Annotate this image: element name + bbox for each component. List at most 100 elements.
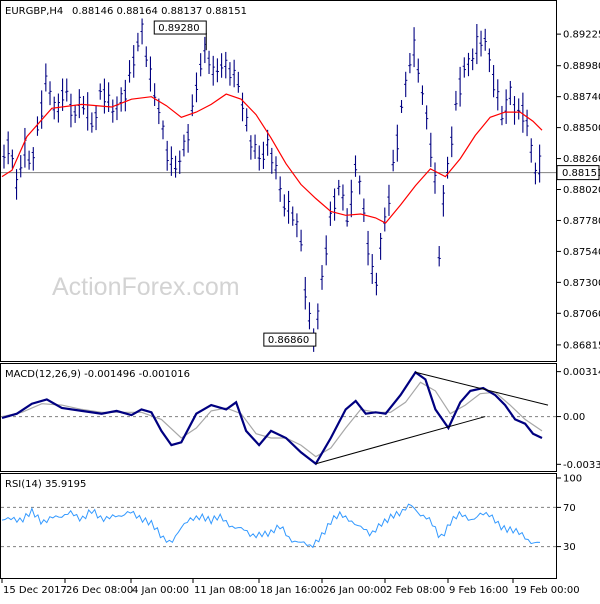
price-bar bbox=[190, 94, 194, 117]
price-bar bbox=[345, 208, 349, 227]
price-bar bbox=[517, 98, 521, 120]
price-bar bbox=[148, 56, 153, 92]
watermark: ActionForex.com bbox=[52, 273, 240, 301]
price-bar bbox=[479, 30, 483, 57]
rsi-line bbox=[1, 503, 541, 549]
price-bar bbox=[224, 51, 228, 79]
price-bar bbox=[349, 179, 353, 218]
price-bar bbox=[261, 141, 266, 169]
price-bar bbox=[266, 129, 270, 156]
price-bar bbox=[408, 52, 412, 74]
price-bar bbox=[215, 58, 220, 83]
price-bar bbox=[240, 92, 245, 122]
rsi-tick-label: 70 bbox=[563, 503, 576, 514]
macd-trendline bbox=[315, 416, 486, 465]
price-bar bbox=[529, 138, 533, 163]
price-bar bbox=[437, 246, 441, 267]
price-bar bbox=[165, 140, 169, 171]
price-bar bbox=[521, 92, 525, 133]
price-bar bbox=[500, 105, 504, 126]
price-ma bbox=[1, 93, 543, 224]
price-bar bbox=[228, 62, 232, 86]
price-bar bbox=[454, 90, 458, 111]
price-bar bbox=[81, 95, 86, 115]
price-annotations: 0.89280 0.86860 bbox=[153, 20, 317, 347]
price-bar bbox=[73, 105, 77, 123]
price-bar bbox=[379, 232, 383, 260]
price-bar bbox=[19, 155, 23, 178]
macd-trendline bbox=[415, 371, 549, 406]
price-bar bbox=[173, 155, 178, 178]
price-bar bbox=[115, 96, 119, 121]
rsi-axis: 100 70 30 bbox=[1, 474, 582, 553]
price-bar bbox=[462, 57, 466, 78]
price-bar bbox=[387, 184, 391, 216]
price-bar bbox=[31, 147, 35, 171]
price-bar bbox=[23, 127, 27, 168]
rsi-lines bbox=[1, 503, 541, 549]
price-bar bbox=[169, 146, 173, 176]
price-bar bbox=[496, 79, 500, 111]
price-bar bbox=[211, 55, 215, 86]
price-bar bbox=[94, 105, 98, 131]
price-bar bbox=[353, 155, 358, 177]
current-price-label: 0.88151 bbox=[562, 168, 600, 179]
price-bar bbox=[257, 145, 261, 171]
price-bar bbox=[2, 144, 6, 169]
price-bar bbox=[219, 53, 224, 78]
x-tick-label: 15 Dec 2017 bbox=[3, 585, 67, 596]
price-bar bbox=[504, 89, 508, 124]
x-tick-label: 2 Feb 08:00 bbox=[386, 585, 445, 596]
price-bar bbox=[132, 45, 136, 78]
price-bar bbox=[471, 48, 475, 71]
price-bar bbox=[399, 100, 404, 113]
x-tick-label: 4 Jan 00:00 bbox=[132, 585, 189, 596]
macd-signal-line bbox=[1, 381, 543, 458]
price-bar bbox=[107, 82, 111, 112]
low-annotation-box bbox=[263, 332, 317, 347]
price-bar bbox=[144, 46, 148, 68]
price-bar bbox=[412, 27, 416, 68]
price-header-ohlc: 0.88146 0.88164 0.88137 0.88151 bbox=[72, 6, 247, 17]
price-bar bbox=[69, 93, 73, 128]
price-bar bbox=[140, 18, 144, 45]
rsi-tick-label: 100 bbox=[563, 474, 582, 485]
price-header-symbol: EURGBP,H4 bbox=[5, 6, 63, 17]
price-bar bbox=[538, 144, 542, 183]
price-bar bbox=[429, 132, 433, 168]
macd-header: MACD(12,26,9) -0.001496 -0.001016 bbox=[5, 369, 190, 380]
price-bar bbox=[450, 126, 454, 158]
price-bar bbox=[178, 150, 182, 174]
price-bar bbox=[425, 105, 429, 130]
price-bar bbox=[366, 230, 370, 266]
price-bar bbox=[307, 302, 312, 330]
price-bar bbox=[320, 265, 324, 290]
price-bar bbox=[295, 213, 299, 238]
price-bar bbox=[119, 87, 123, 112]
price-bar bbox=[98, 83, 102, 100]
high-annotation-box bbox=[153, 20, 207, 35]
x-axis: 15 Dec 2017 26 Dec 08:004 Jan 00:00 11 Jan… bbox=[1, 578, 580, 596]
price-bar bbox=[383, 207, 387, 232]
x-tick-label: 11 Jan 08:00 bbox=[194, 585, 257, 596]
price-bar bbox=[441, 185, 445, 217]
price-bar bbox=[270, 147, 274, 174]
price-bar bbox=[433, 162, 437, 194]
price-bar bbox=[186, 123, 190, 153]
price-bar bbox=[508, 80, 512, 106]
high-annotation-label: 0.89280 bbox=[158, 23, 199, 34]
price-bars bbox=[2, 18, 542, 352]
price-bar bbox=[194, 72, 199, 103]
price-bar bbox=[487, 48, 492, 73]
price-bar bbox=[182, 134, 186, 157]
price-tick-label: 0.89225 bbox=[563, 30, 600, 41]
price-bar bbox=[199, 53, 203, 77]
